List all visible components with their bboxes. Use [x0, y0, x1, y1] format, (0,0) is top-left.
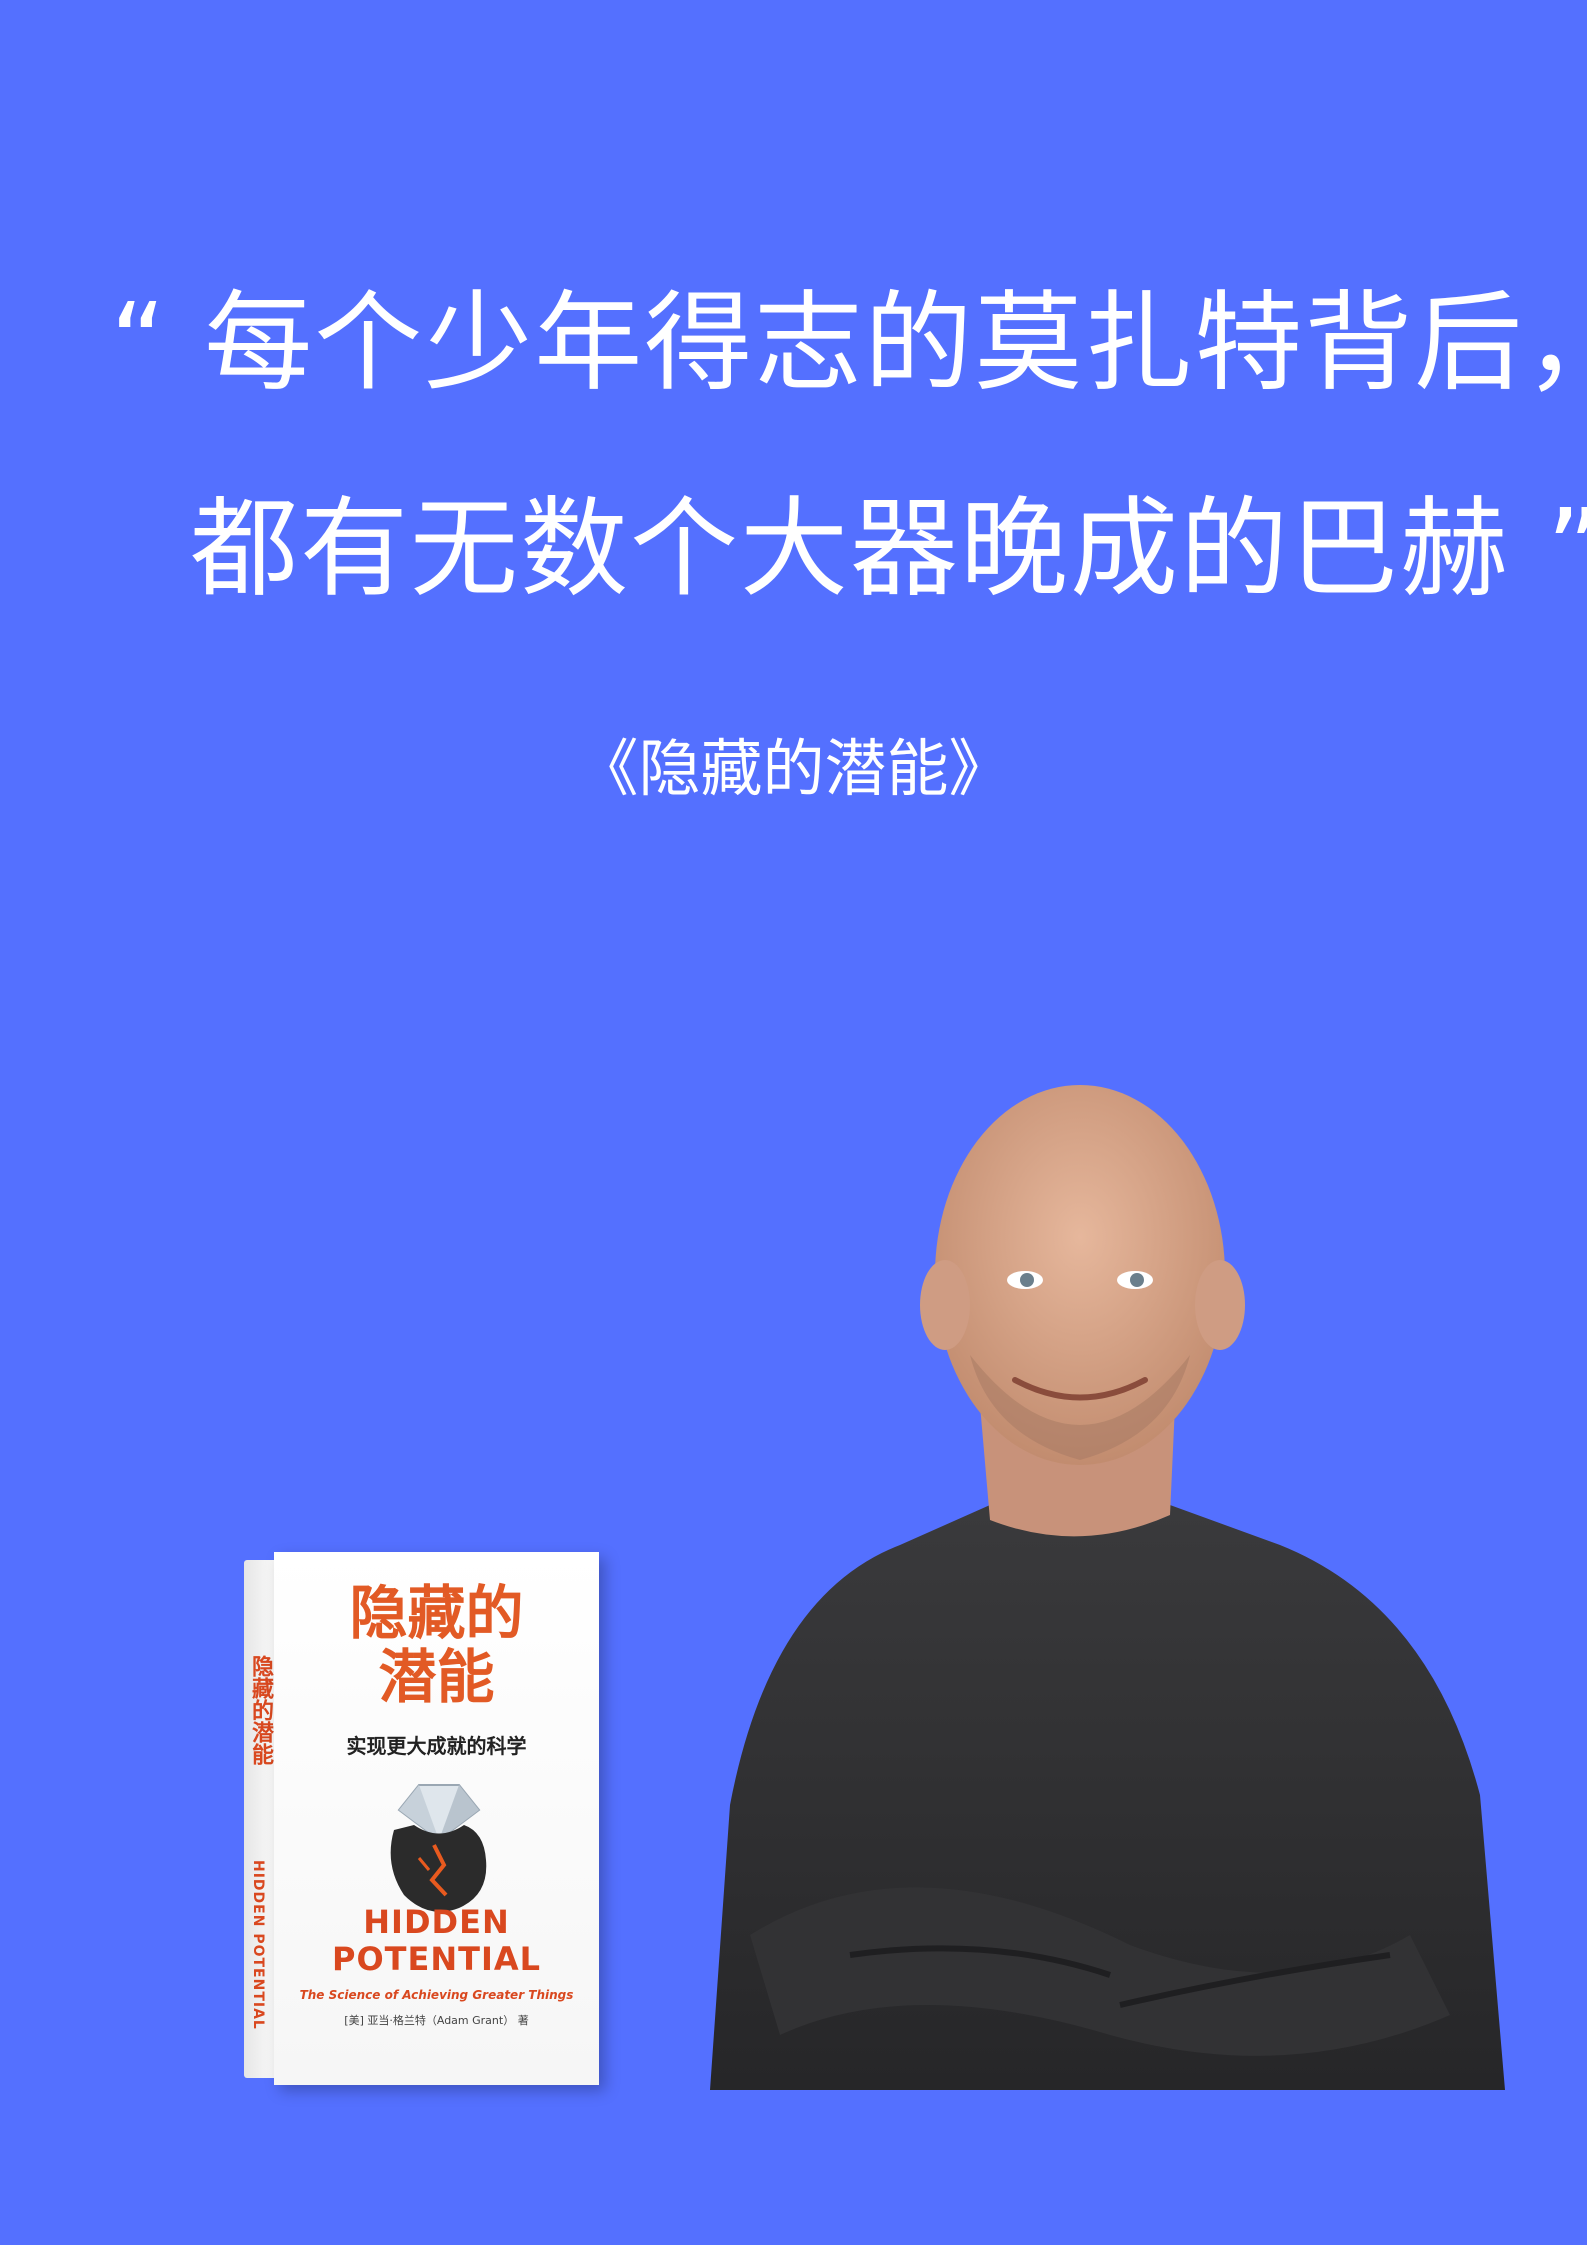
book-title: 《隐藏的潜能》	[576, 732, 1011, 805]
spine-en-title: HIDDEN POTENTIAL	[250, 1860, 266, 2030]
quote-line-2: 都有无数个大器晚成的巴赫 ”	[190, 487, 1587, 612]
cover-en-title: HIDDEN POTENTIAL	[331, 1903, 541, 1978]
cover-author: [美] 亚当·格兰特（Adam Grant） 著	[344, 2014, 529, 2027]
author-portrait	[710, 1085, 1505, 2090]
cover-en-subtitle: The Science of Achieving Greater Things	[299, 1988, 574, 2002]
cover-subtitle: 实现更大成就的科学	[346, 1734, 527, 1758]
quote-line-1: “ 每个少年得志的莫扎特背后，	[110, 281, 1587, 406]
book-spine: 隐藏的潜能 HIDDEN POTENTIAL	[244, 1560, 276, 2078]
spine-title: 隐藏的潜能	[248, 1655, 273, 1765]
book-front: 隐藏的 潜能 实现更大成就的科学 HIDDEN POTENTIAL The Sc…	[274, 1552, 599, 2085]
cover-cn-title: 隐藏的 潜能	[349, 1579, 524, 1711]
book-cover-image: 隐藏的潜能 HIDDEN POTENTIAL 隐藏的 潜能 实现更大成就的科学 …	[244, 1552, 599, 2085]
diamond-rock-icon	[390, 1784, 487, 1912]
